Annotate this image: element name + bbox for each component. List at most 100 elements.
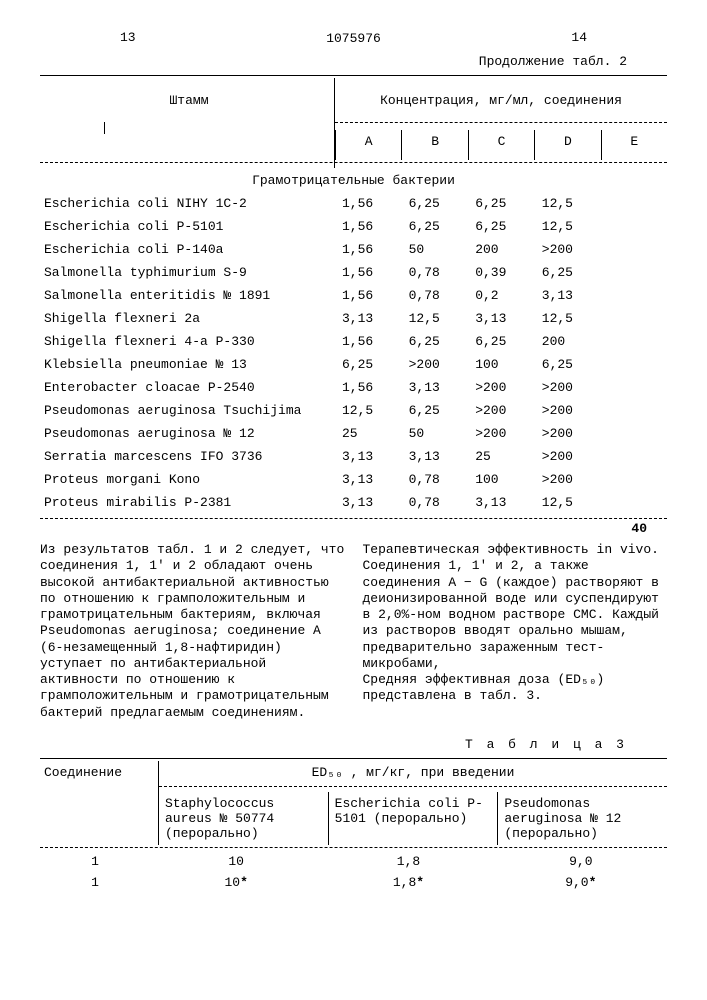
table3-column-header: Staphylococcus aureus № 50774 (пероральн… <box>159 792 328 845</box>
value-cell: 3,13 <box>534 288 601 303</box>
value-cell: 1,56 <box>334 380 401 395</box>
value-cell: >200 <box>534 380 601 395</box>
value-cell: 0,39 <box>467 265 534 280</box>
strain-cell: Shigella flexneri 2a <box>40 311 334 326</box>
value-cell: 12,5 <box>401 311 468 326</box>
table-row: Shigella flexneri 2a3,1312,53,1312,5 <box>40 311 667 326</box>
page-number-right: 14 <box>571 30 587 45</box>
value-cell: 6,25 <box>401 219 468 234</box>
table-row: Escherichia coli P-140a1,5650200>200 <box>40 242 667 257</box>
strain-cell: Serratia marcescens IFO 3736 <box>40 449 334 464</box>
value-cell: 1,56 <box>334 334 401 349</box>
strain-cell: Proteus mirabilis P-2381 <box>40 495 334 510</box>
value-cell: >200 <box>467 426 534 441</box>
value-cell: >200 <box>534 449 601 464</box>
strain-cell: Escherichia coli P-140a <box>40 242 334 257</box>
value-cell <box>600 311 667 326</box>
value-cell: 9,0* <box>495 875 667 890</box>
table2-continuation-caption: Продолжение табл. 2 <box>40 54 627 69</box>
table3-column-header: Escherichia coli P-5101 (перорально) <box>328 792 498 845</box>
value-cell: 3,13 <box>401 449 468 464</box>
value-cell: 6,25 <box>401 334 468 349</box>
strain-cell: Pseudomonas aeruginosa № 12 <box>40 426 334 441</box>
table2-head-strain: Штамм <box>169 93 208 108</box>
value-cell: 1,8* <box>322 875 494 890</box>
value-cell: 3,13 <box>467 311 534 326</box>
table-row: Salmonella typhimurium S-91,560,780,396,… <box>40 265 667 280</box>
table-row: 110*1,8*9,0* <box>40 875 667 890</box>
body-text-left: Из результатов табл. 1 и 2 следует, что … <box>40 542 344 720</box>
rule <box>40 75 667 76</box>
table2-column-header: B <box>401 130 467 160</box>
value-cell: 0,78 <box>401 265 468 280</box>
body-text-right-tail: Средняя эффективная доза (ED₅₀) представ… <box>363 672 668 705</box>
table-row: Escherichia coli NIHY 1C-21,566,256,2512… <box>40 196 667 211</box>
value-cell: 6,25 <box>401 196 468 211</box>
value-cell: 100 <box>467 472 534 487</box>
table-row: Escherichia coli P-51011,566,256,2512,5 <box>40 219 667 234</box>
strain-cell: Salmonella typhimurium S-9 <box>40 265 334 280</box>
value-cell: >200 <box>534 472 601 487</box>
value-cell: 10 <box>150 854 322 869</box>
value-cell: 0,2 <box>467 288 534 303</box>
value-cell: 12,5 <box>534 495 601 510</box>
value-cell: 0,78 <box>401 472 468 487</box>
value-cell: >200 <box>534 403 601 418</box>
table-row: 1101,89,0 <box>40 854 667 869</box>
value-cell <box>600 265 667 280</box>
table2-head-concentration: Концентрация, мг/мл, соединения <box>380 93 622 108</box>
value-cell: 3,13 <box>401 380 468 395</box>
value-cell <box>600 380 667 395</box>
value-cell: 1,56 <box>334 242 401 257</box>
compound-cell: 1 <box>40 854 150 869</box>
value-cell: 12,5 <box>334 403 401 418</box>
value-cell: 25 <box>467 449 534 464</box>
table2-column-header: A <box>335 130 401 160</box>
value-cell <box>600 357 667 372</box>
table-row: Pseudomonas aeruginosa № 122550>200>200 <box>40 426 667 441</box>
value-cell: 50 <box>401 426 468 441</box>
table-row: Klebsiella pneumoniae № 136,25>2001006,2… <box>40 357 667 372</box>
value-cell: 12,5 <box>534 196 601 211</box>
table-row: Salmonella enteritidis № 18911,560,780,2… <box>40 288 667 303</box>
table3-head-ed: ED₅₀ , мг/кг, при введении <box>159 761 667 784</box>
strain-cell: Escherichia coli P-5101 <box>40 219 334 234</box>
table-row: Enterobacter cloacae P-25401,563,13>200>… <box>40 380 667 395</box>
strain-cell: Enterobacter cloacae P-2540 <box>40 380 334 395</box>
compound-cell: 1 <box>40 875 150 890</box>
table-row: Proteus mirabilis P-23813,130,783,1312,5 <box>40 495 667 510</box>
line-number-40: 40 <box>40 521 667 536</box>
value-cell: 200 <box>534 334 601 349</box>
value-cell <box>600 495 667 510</box>
value-cell: 6,25 <box>534 357 601 372</box>
value-cell: 6,25 <box>534 265 601 280</box>
value-cell: 1,8 <box>322 854 494 869</box>
table2-section-head: Грамотрицательные бактерии <box>40 173 667 188</box>
value-cell: 3,13 <box>334 495 401 510</box>
value-cell <box>600 219 667 234</box>
body-text-right-head: Терапевтическая эффективность in vivo. <box>363 542 668 558</box>
value-cell <box>600 472 667 487</box>
value-cell: 0,78 <box>401 495 468 510</box>
value-cell: 6,25 <box>334 357 401 372</box>
strain-cell: Pseudomonas aeruginosa Tsuchijima <box>40 403 334 418</box>
value-cell <box>600 449 667 464</box>
strain-cell: Proteus morgani Kono <box>40 472 334 487</box>
value-cell: 1,56 <box>334 196 401 211</box>
value-cell: 3,13 <box>334 311 401 326</box>
value-cell: 12,5 <box>534 311 601 326</box>
table-row: Serratia marcescens IFO 37363,133,1325>2… <box>40 449 667 464</box>
value-cell: >200 <box>467 403 534 418</box>
value-cell: 200 <box>467 242 534 257</box>
table2-column-header: C <box>468 130 534 160</box>
table-row: Proteus morgani Kono3,130,78100>200 <box>40 472 667 487</box>
value-cell: >200 <box>534 242 601 257</box>
value-cell: 25 <box>334 426 401 441</box>
value-cell: 100 <box>467 357 534 372</box>
value-cell: 1,56 <box>334 219 401 234</box>
value-cell <box>600 196 667 211</box>
value-cell: 0,78 <box>401 288 468 303</box>
strain-cell: Klebsiella pneumoniae № 13 <box>40 357 334 372</box>
page-number-left: 13 <box>120 30 136 45</box>
value-cell: 3,13 <box>334 449 401 464</box>
